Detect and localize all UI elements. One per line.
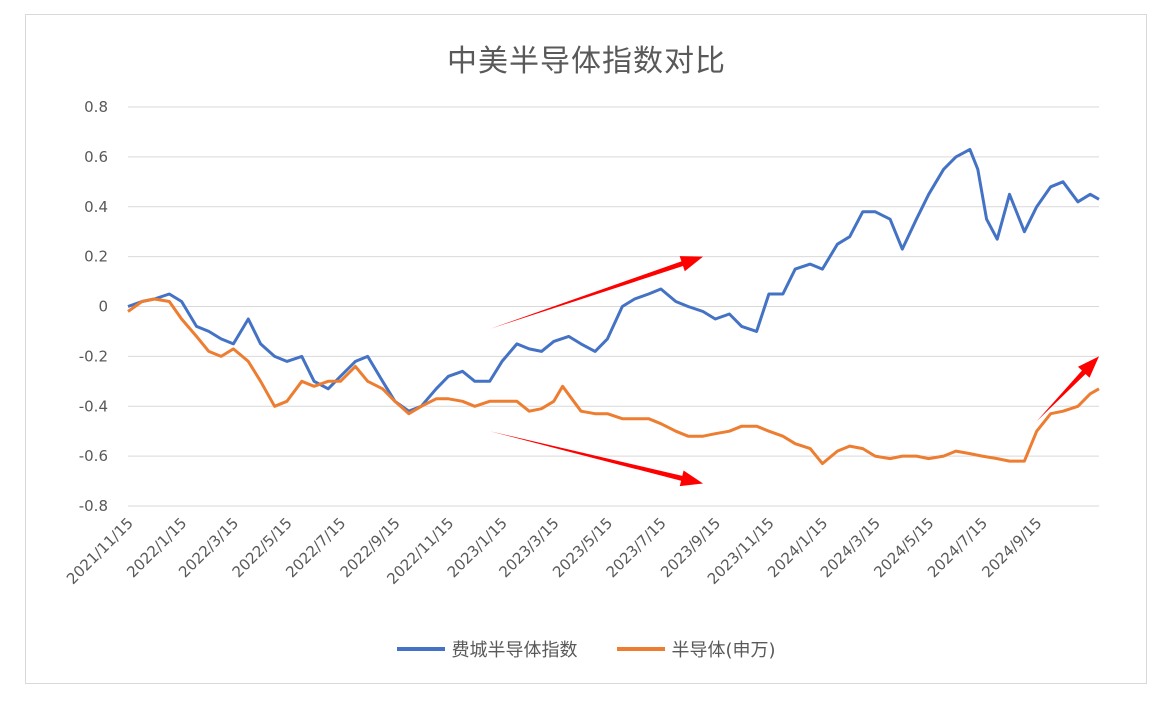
y-tick-label: -0.4 xyxy=(79,397,108,415)
chart-frame xyxy=(25,14,1147,684)
series-line-0 xyxy=(127,147,1100,413)
legend-swatch-sw xyxy=(617,647,666,651)
y-axis-ticks: 0.8 0.6 0.4 0.2 0 -0.2 -0.4 -0.6 -0.8 xyxy=(79,98,108,515)
annotation-arrow-1 xyxy=(489,431,704,487)
y-tick-label: 0.4 xyxy=(84,198,108,216)
y-tick-label: 0.6 xyxy=(84,148,108,166)
chart-title: 中美半导体指数对比 xyxy=(447,44,726,79)
series-lines xyxy=(127,147,1100,466)
y-tick-label: -0.2 xyxy=(79,347,108,365)
y-tick-label: 0.2 xyxy=(84,248,108,266)
legend-label-sw: 半导体(申万) xyxy=(671,640,776,661)
x-tick-label: 2024/9/15 xyxy=(978,514,1045,581)
grid-lines xyxy=(128,106,1099,507)
y-tick-label: -0.6 xyxy=(79,447,108,465)
annotation-arrow-0 xyxy=(489,256,704,329)
annotation-arrow-2 xyxy=(1036,356,1100,422)
legend: 费城半导体指数 半导体(申万) xyxy=(0,636,1173,662)
series-line-1 xyxy=(127,297,1100,466)
legend-label-sox: 费城半导体指数 xyxy=(451,640,578,661)
annotation-arrows xyxy=(489,256,1100,487)
x-tick-label: 2021/11/15 xyxy=(63,514,137,588)
y-tick-label: 0.8 xyxy=(84,98,108,116)
legend-swatch-sox xyxy=(397,647,446,651)
y-tick-label: -0.8 xyxy=(79,497,108,515)
legend-item-sw: 半导体(申万) xyxy=(617,636,776,662)
y-tick-label: 0 xyxy=(98,298,108,316)
legend-item-sox: 费城半导体指数 xyxy=(397,636,577,662)
x-axis-ticks: 2021/11/152022/1/152022/3/152022/5/15202… xyxy=(63,514,1046,588)
